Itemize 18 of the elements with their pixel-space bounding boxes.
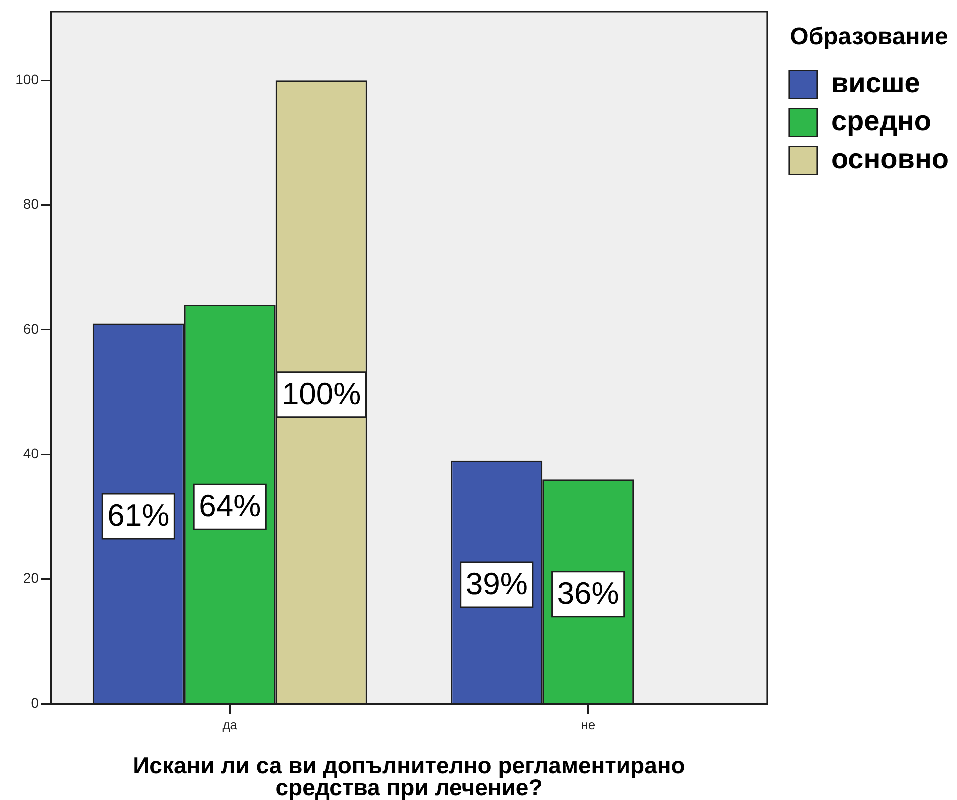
y-tick-label: 20 <box>23 570 40 586</box>
y-tick-label: 100 <box>16 71 40 88</box>
data-label: 39% <box>466 566 528 602</box>
data-label: 100% <box>282 376 362 412</box>
y-tick-label: 60 <box>23 320 40 337</box>
legend-label: основно <box>831 144 950 175</box>
y-tick-label: 80 <box>23 196 40 212</box>
x-tick-label: да <box>222 717 238 732</box>
legend-title: Образование <box>790 24 948 51</box>
y-tick-label: 40 <box>23 445 40 462</box>
legend-label: висше <box>831 68 920 99</box>
x-axis-title: Искани ли са ви допълнително регламентирано средства при лечение? <box>133 752 686 800</box>
y-tick-label: 0 <box>31 694 40 711</box>
data-label: 61% <box>108 498 170 534</box>
x-tick-label: не <box>581 717 596 732</box>
data-label: 36% <box>557 576 620 611</box>
data-label: 64% <box>199 488 262 524</box>
legend-label: средно <box>831 106 932 137</box>
